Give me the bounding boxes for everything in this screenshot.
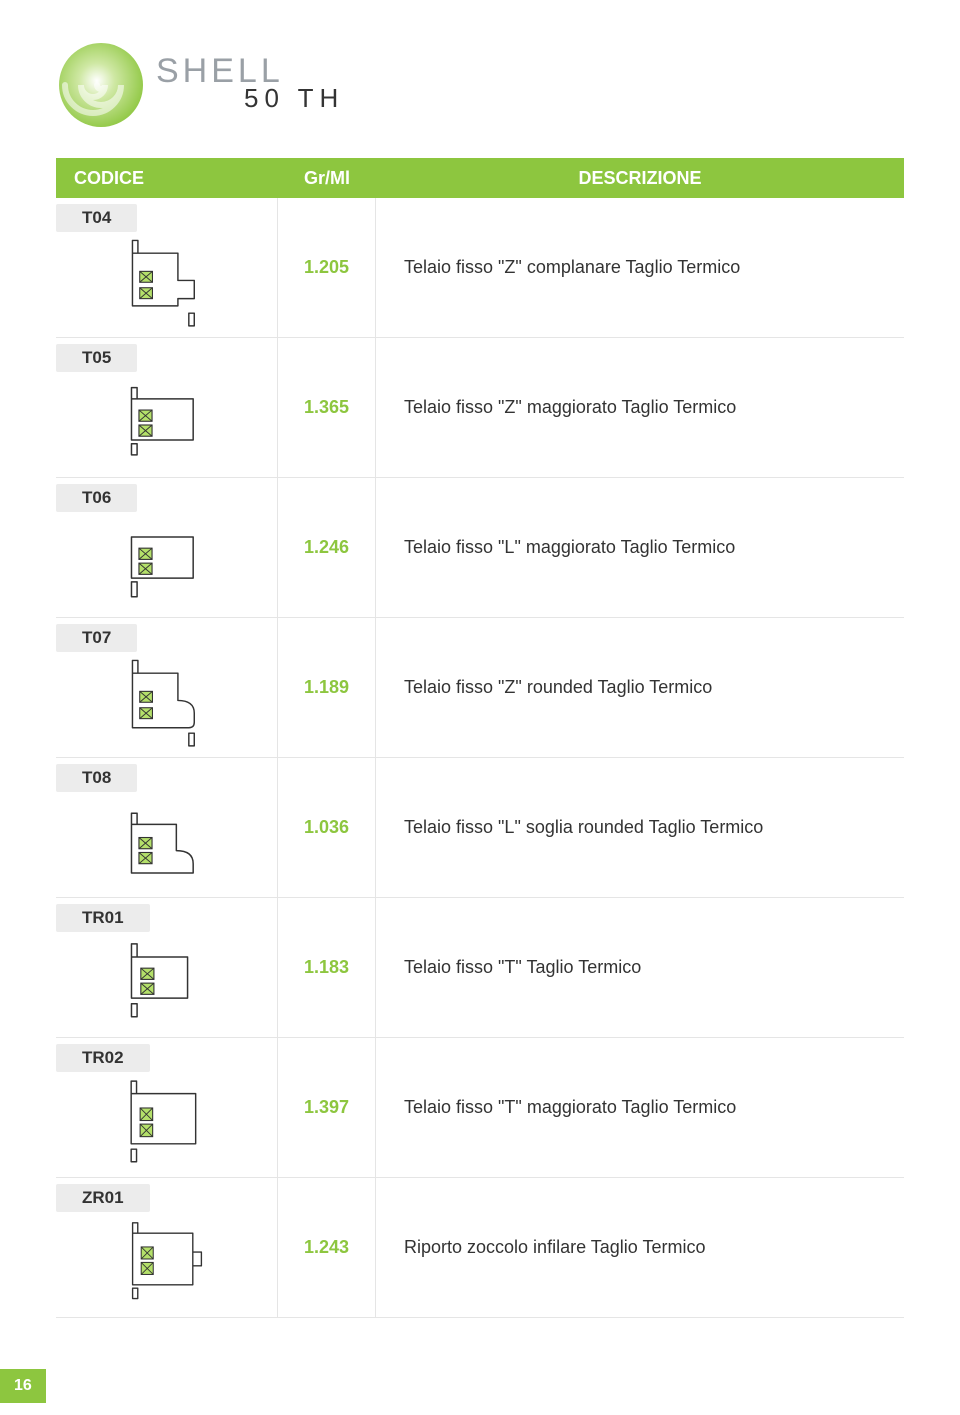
cell-desc: Telaio fisso "T" Taglio Termico <box>376 898 904 1037</box>
table-body: T04 1.205 Telaio fisso "Z" complanare Ta… <box>56 198 904 1318</box>
profile-diagram-icon <box>56 1072 277 1177</box>
table-row: ZR01 1.243 Riporto zoccolo infilare Tagl… <box>56 1178 904 1318</box>
table-header: CODICE Gr/Ml DESCRIZIONE <box>56 158 904 198</box>
profile-diagram-icon <box>56 932 277 1037</box>
cell-desc: Telaio fisso "T" maggiorato Taglio Termi… <box>376 1038 904 1177</box>
cell-desc: Telaio fisso "Z" maggiorato Taglio Termi… <box>376 338 904 477</box>
header-gr: Gr/Ml <box>278 168 376 189</box>
cell-desc: Telaio fisso "Z" complanare Taglio Termi… <box>376 198 904 337</box>
cell-code: T07 <box>56 618 278 757</box>
cell-gr: 1.246 <box>278 478 376 617</box>
header-desc: DESCRIZIONE <box>376 168 904 189</box>
cell-code: T06 <box>56 478 278 617</box>
code-badge: ZR01 <box>56 1184 150 1212</box>
profile-diagram-icon <box>56 372 277 477</box>
table-row: TR01 1.183 Telaio fisso "T" Taglio Termi… <box>56 898 904 1038</box>
cell-code: ZR01 <box>56 1178 278 1317</box>
brand-subtitle: 50 TH <box>244 83 344 114</box>
table-row: T07 1.189 Telaio fisso "Z" rounded Tagli… <box>56 618 904 758</box>
profile-diagram-icon <box>56 512 277 617</box>
code-badge: TR02 <box>56 1044 150 1072</box>
table-row: TR02 1.397 Telaio fisso "T" maggiorato T… <box>56 1038 904 1178</box>
profile-diagram-icon <box>56 792 277 897</box>
cell-desc: Telaio fisso "L" soglia rounded Taglio T… <box>376 758 904 897</box>
cell-desc: Riporto zoccolo infilare Taglio Termico <box>376 1178 904 1317</box>
table-row: T08 1.036 Telaio fisso "L" soglia rounde… <box>56 758 904 898</box>
page-number: 16 <box>0 1369 46 1403</box>
table-row: T05 1.365 Telaio fisso "Z" maggiorato Ta… <box>56 338 904 478</box>
cell-desc: Telaio fisso "L" maggiorato Taglio Termi… <box>376 478 904 617</box>
profile-diagram-icon <box>56 652 277 757</box>
profile-diagram-icon <box>56 232 277 337</box>
cell-gr: 1.205 <box>278 198 376 337</box>
cell-code: T05 <box>56 338 278 477</box>
cell-code: TR02 <box>56 1038 278 1177</box>
table-row: T06 1.246 Telaio fisso "L" maggiorato Ta… <box>56 478 904 618</box>
brand-logo: SHELL 50 TH <box>56 40 904 130</box>
cell-gr: 1.183 <box>278 898 376 1037</box>
cell-desc: Telaio fisso "Z" rounded Taglio Termico <box>376 618 904 757</box>
cell-gr: 1.036 <box>278 758 376 897</box>
code-badge: T06 <box>56 484 137 512</box>
code-badge: T05 <box>56 344 137 372</box>
swirl-icon <box>56 40 146 130</box>
cell-gr: 1.365 <box>278 338 376 477</box>
cell-gr: 1.189 <box>278 618 376 757</box>
profile-diagram-icon <box>56 1212 277 1317</box>
cell-code: T04 <box>56 198 278 337</box>
code-badge: T08 <box>56 764 137 792</box>
cell-code: T08 <box>56 758 278 897</box>
table-row: T04 1.205 Telaio fisso "Z" complanare Ta… <box>56 198 904 338</box>
cell-gr: 1.397 <box>278 1038 376 1177</box>
cell-code: TR01 <box>56 898 278 1037</box>
code-badge: T04 <box>56 204 137 232</box>
code-badge: T07 <box>56 624 137 652</box>
code-badge: TR01 <box>56 904 150 932</box>
header-code: CODICE <box>56 168 278 189</box>
cell-gr: 1.243 <box>278 1178 376 1317</box>
